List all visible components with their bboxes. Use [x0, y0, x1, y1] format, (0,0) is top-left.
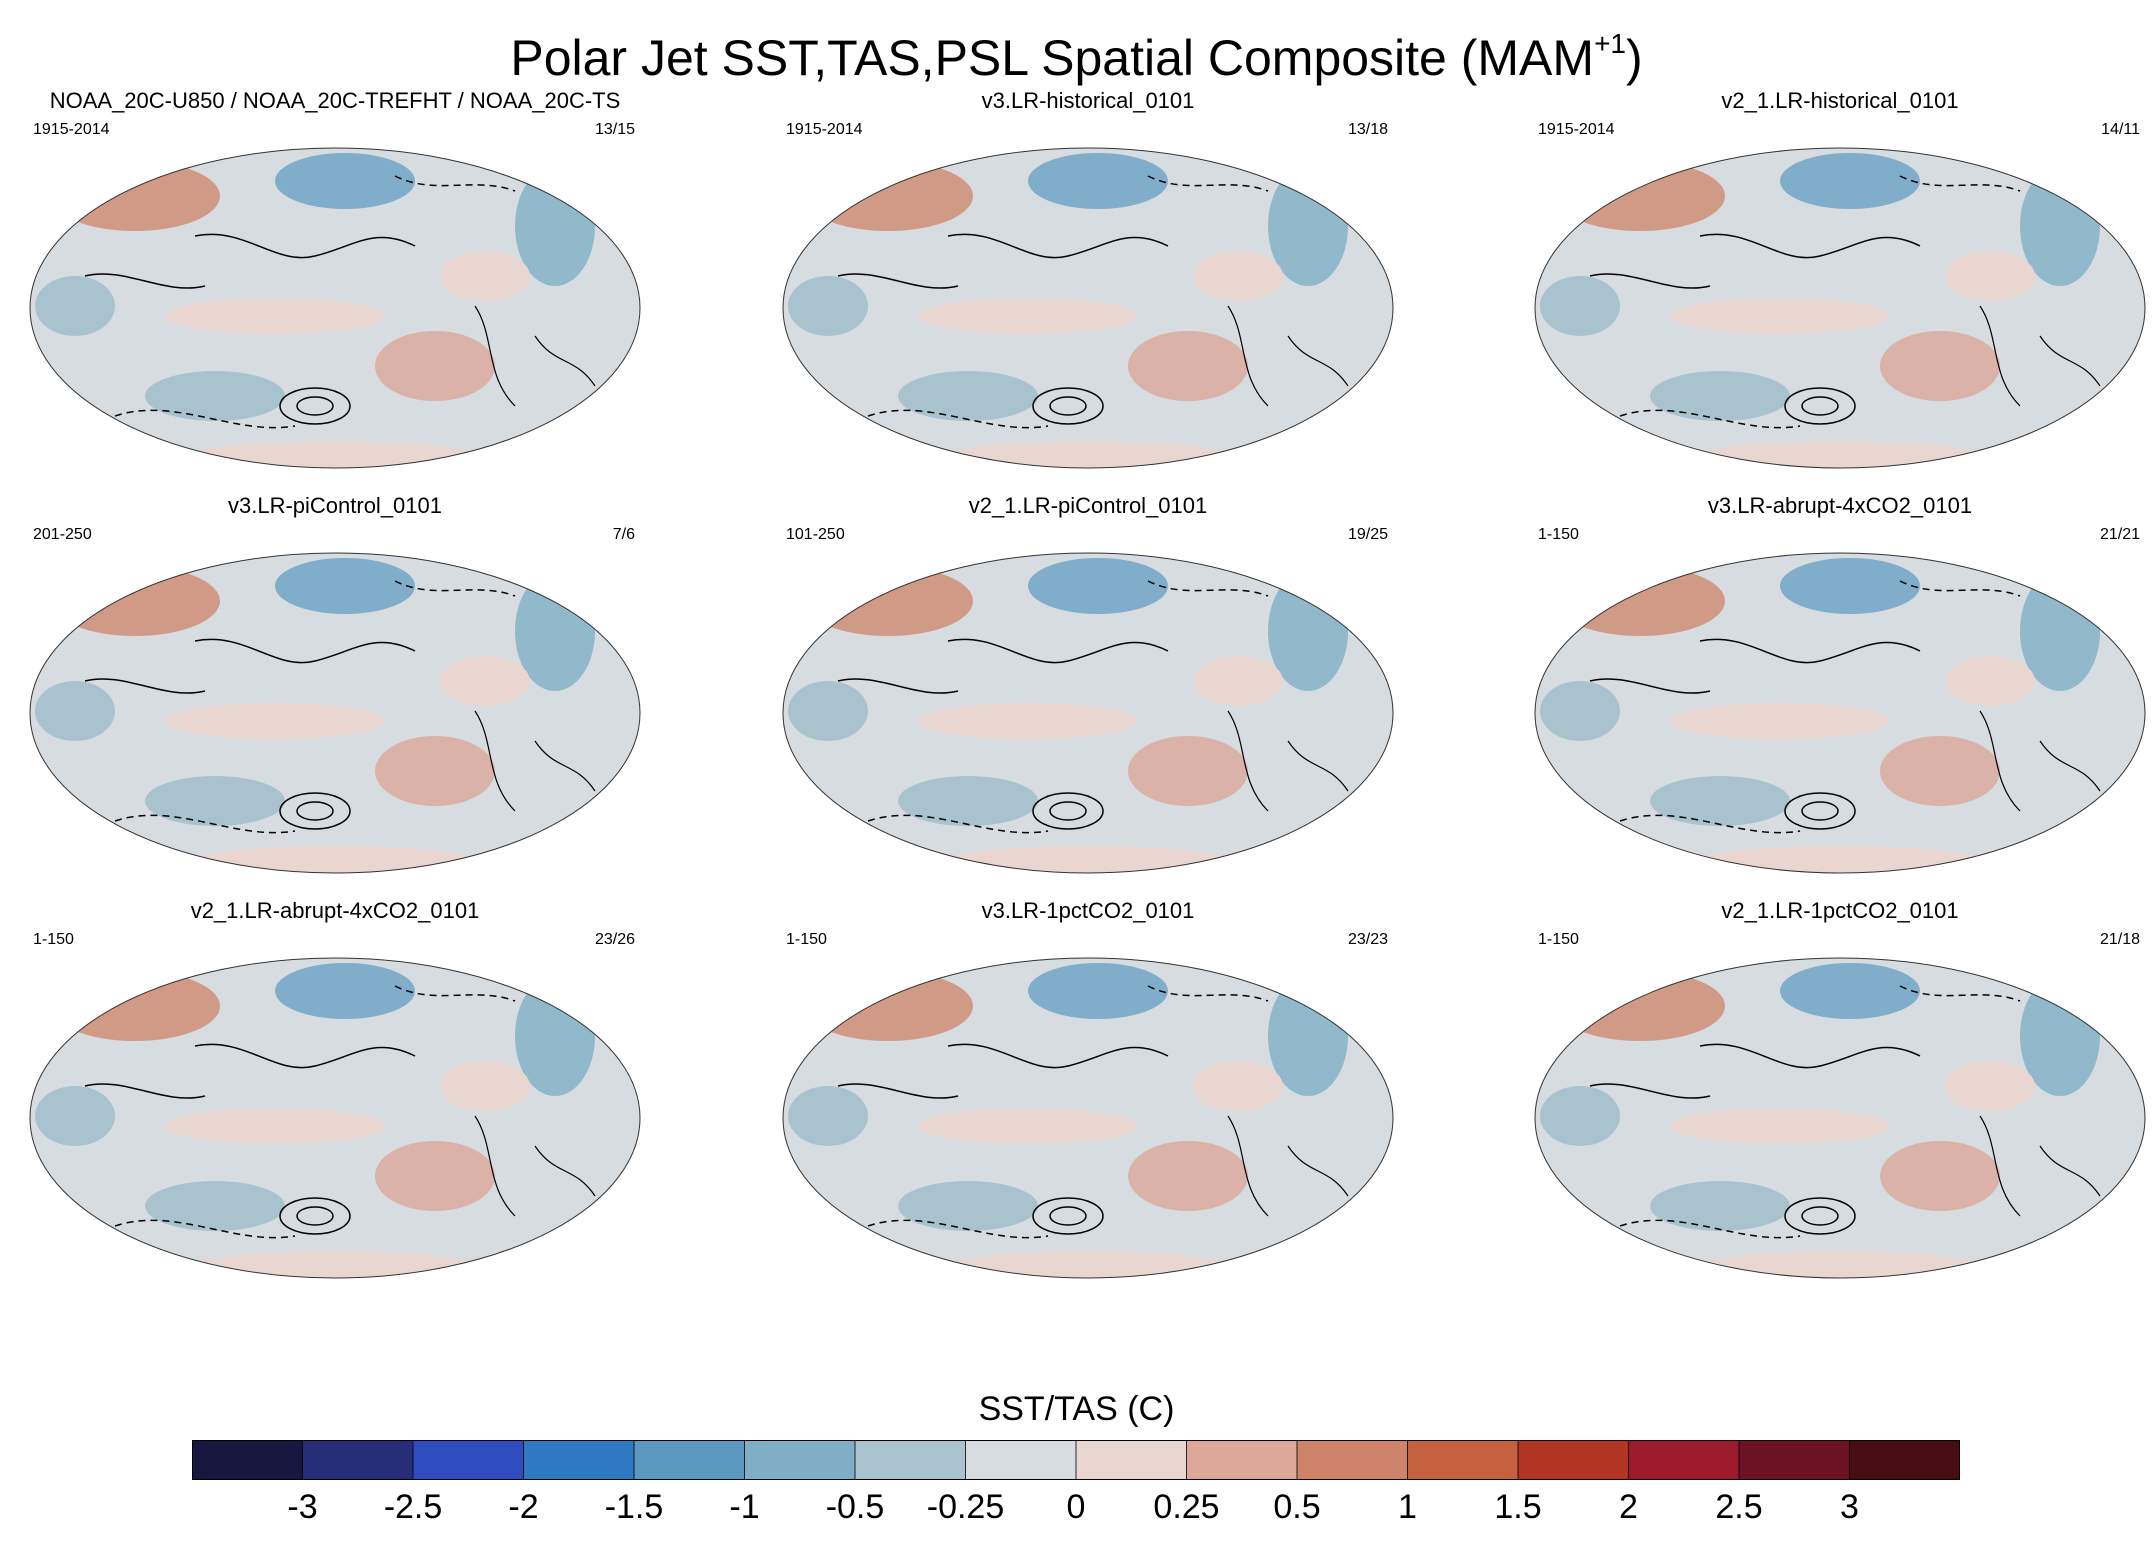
map-panel: v2_1.LR-piControl_0101 101-250 19/25: [768, 493, 1408, 888]
panel-years: 1-150: [1538, 526, 1579, 543]
map-panel: v2_1.LR-historical_0101 1915-2014 14/11: [1520, 88, 2153, 483]
colorbar-tick-label: 1: [1398, 1488, 1417, 1526]
colorbar-swatch: [1407, 1440, 1519, 1480]
panel-count: 13/18: [1347, 121, 1388, 138]
colorbar-swatch: [633, 1440, 746, 1480]
panel-years: 1915-2014: [786, 121, 863, 138]
colorbar-swatch: [1738, 1440, 1851, 1480]
map-panel: v2_1.LR-abrupt-4xCO2_0101 1-150 23/26: [15, 898, 655, 1293]
colorbar-swatch: [744, 1440, 856, 1480]
panel-years: 1-150: [33, 931, 74, 948]
panel-count: 21/18: [2099, 931, 2140, 948]
colorbar-tick-label: -2.5: [383, 1488, 443, 1526]
panel-count: 19/25: [1347, 526, 1388, 543]
map-plot: [15, 946, 655, 1291]
panel-title: v3.LR-historical_0101: [981, 88, 1195, 113]
panel-count: 23/23: [1347, 931, 1388, 948]
colorbar-tick-label: 2: [1619, 1488, 1638, 1526]
colorbar-swatch: [523, 1440, 635, 1480]
map-plot: [768, 136, 1408, 481]
colorbar-swatch: [1296, 1440, 1409, 1480]
map-plot: [1520, 136, 2153, 481]
colorbar-tick-label: -2: [508, 1488, 539, 1526]
colorbar-swatch: [1517, 1440, 1630, 1480]
colorbar-label: SST/TAS (C): [978, 1390, 1175, 1428]
colorbar-tick-label: -0.5: [825, 1488, 885, 1526]
panel-title: v2_1.LR-piControl_0101: [968, 493, 1208, 518]
colorbar-swatch: [302, 1440, 414, 1480]
map-plot: [15, 136, 655, 481]
panel-title: v2_1.LR-historical_0101: [1721, 88, 1959, 113]
colorbar-tick-label: 1.5: [1494, 1488, 1542, 1526]
colorbar: [192, 1440, 1960, 1480]
panel-title: v2_1.LR-abrupt-4xCO2_0101: [190, 898, 480, 923]
colorbar-swatch: [192, 1440, 304, 1480]
colorbar-tick-label: 3: [1840, 1488, 1859, 1526]
map-panel: v3.LR-abrupt-4xCO2_0101 1-150 21/21: [1520, 493, 2153, 888]
colorbar-tick-label: -1: [729, 1488, 760, 1526]
panel-count: 13/15: [594, 121, 635, 138]
map-panel: v3.LR-historical_0101 1915-2014 13/18: [768, 88, 1408, 483]
map-plot: [15, 541, 655, 886]
panel-years: 1915-2014: [33, 121, 110, 138]
chart-title: Polar Jet SST,TAS,PSL Spatial Composite …: [510, 28, 1643, 86]
panel-years: 101-250: [786, 526, 845, 543]
map-plot: [1520, 946, 2153, 1291]
colorbar-swatch: [1186, 1440, 1298, 1480]
map-panel: NOAA_20C-U850 / NOAA_20C-TREFHT / NOAA_2…: [15, 88, 655, 483]
panel-title: v3.LR-piControl_0101: [227, 493, 443, 518]
panel-count: 7/6: [612, 526, 635, 543]
colorbar-swatch: [412, 1440, 525, 1480]
panel-title: v3.LR-1pctCO2_0101: [981, 898, 1195, 923]
panel-count: 23/26: [594, 931, 635, 948]
colorbar-tick-label: 2.5: [1715, 1488, 1763, 1526]
panel-title: v3.LR-abrupt-4xCO2_0101: [1707, 493, 1973, 518]
panel-years: 1915-2014: [1538, 121, 1615, 138]
panel-years: 201-250: [33, 526, 92, 543]
panel-count: 21/21: [2099, 526, 2140, 543]
colorbar-tick-label: 0.25: [1153, 1488, 1220, 1526]
colorbar-tick-label: -3: [287, 1488, 318, 1526]
colorbar-swatch: [1628, 1440, 1740, 1480]
colorbar-swatch: [854, 1440, 967, 1480]
map-plot: [768, 946, 1408, 1291]
map-plot: [768, 541, 1408, 886]
colorbar-tick-label: -0.25: [926, 1488, 1005, 1526]
colorbar-swatch: [1075, 1440, 1188, 1480]
colorbar-tick-label: 0.5: [1273, 1488, 1321, 1526]
map-plot: [1520, 541, 2153, 886]
map-panel: v2_1.LR-1pctCO2_0101 1-150 21/18: [1520, 898, 2153, 1293]
map-panel: v3.LR-1pctCO2_0101 1-150 23/23: [768, 898, 1408, 1293]
panel-title: NOAA_20C-U850 / NOAA_20C-TREFHT / NOAA_2…: [49, 88, 621, 113]
panel-years: 1-150: [786, 931, 827, 948]
colorbar-swatch: [965, 1440, 1077, 1480]
colorbar-swatch: [1849, 1440, 1960, 1480]
map-panel: v3.LR-piControl_0101 201-250 7/6: [15, 493, 655, 888]
panel-title: v2_1.LR-1pctCO2_0101: [1721, 898, 1959, 923]
colorbar-border: [192, 1440, 1960, 1480]
colorbar-tick-label: 0: [1066, 1488, 1086, 1526]
colorbar-tick-label: -1.5: [604, 1488, 664, 1526]
panel-count: 14/11: [2101, 121, 2140, 138]
panel-years: 1-150: [1538, 931, 1579, 948]
